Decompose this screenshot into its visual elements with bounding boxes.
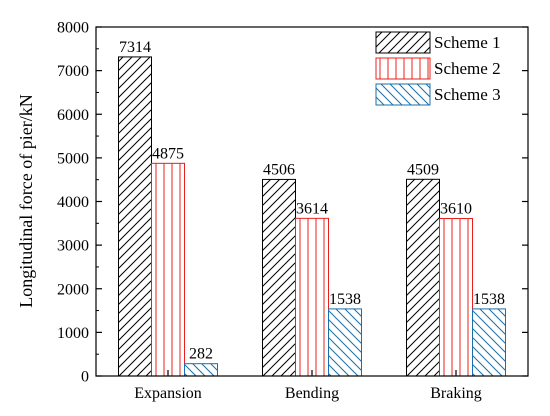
bar-expansion-series-2	[151, 162, 185, 377]
y-tick-label: 8000	[57, 20, 89, 37]
data-label: 3614	[296, 200, 328, 217]
y-tick-label: 3000	[57, 238, 89, 255]
legend-swatch-series-3	[375, 83, 431, 106]
y-tick-label: 2000	[57, 281, 89, 298]
bar-braking-series-3	[472, 308, 506, 377]
legend: Scheme 1 Scheme 2 Scheme 3	[375, 31, 501, 106]
bar-expansion-series-1	[118, 56, 152, 377]
bar-bending-series-2	[295, 217, 329, 377]
y-axis: 0 1000 2000 3000 4000 5000 6000 7000 8000	[57, 20, 528, 386]
x-tick-label: Braking	[430, 385, 482, 402]
y-tick-label: 6000	[57, 107, 89, 124]
data-label: 4506	[263, 161, 295, 178]
data-label: 1538	[473, 291, 505, 308]
data-label: 4875	[152, 145, 184, 162]
bar-braking-series-2	[439, 218, 473, 377]
legend-label: Scheme 3	[434, 85, 501, 104]
bar-expansion-series-3	[184, 363, 218, 377]
bars-layer	[118, 56, 506, 377]
legend-swatch-series-2	[375, 57, 431, 80]
data-label: 3610	[440, 201, 472, 218]
data-label: 1538	[329, 291, 361, 308]
bar-braking-series-1	[406, 178, 440, 377]
x-axis: Expansion Bending Braking	[134, 370, 482, 402]
data-label: 4509	[407, 161, 439, 178]
y-tick-label: 1000	[57, 325, 89, 342]
y-axis-title: Longitudinal force of pier/kN	[16, 94, 36, 307]
y-tick-label: 4000	[57, 194, 89, 211]
y-tick-label: 7000	[57, 63, 89, 80]
y-tick-label: 5000	[57, 150, 89, 167]
legend-swatch-series-1	[375, 31, 431, 54]
x-tick-label: Expansion	[134, 385, 202, 402]
data-label: 7314	[119, 39, 151, 56]
data-labels-layer: 7314 4875 282 4506 3614 1538 4509 3610 1538	[119, 39, 505, 363]
bar-bending-series-1	[262, 178, 296, 377]
x-tick-label: Bending	[285, 385, 339, 402]
legend-label: Scheme 1	[434, 33, 501, 52]
data-label: 282	[189, 346, 213, 363]
bar-bending-series-3	[328, 308, 362, 377]
y-tick-label: 0	[81, 369, 89, 386]
legend-label: Scheme 2	[434, 59, 501, 78]
